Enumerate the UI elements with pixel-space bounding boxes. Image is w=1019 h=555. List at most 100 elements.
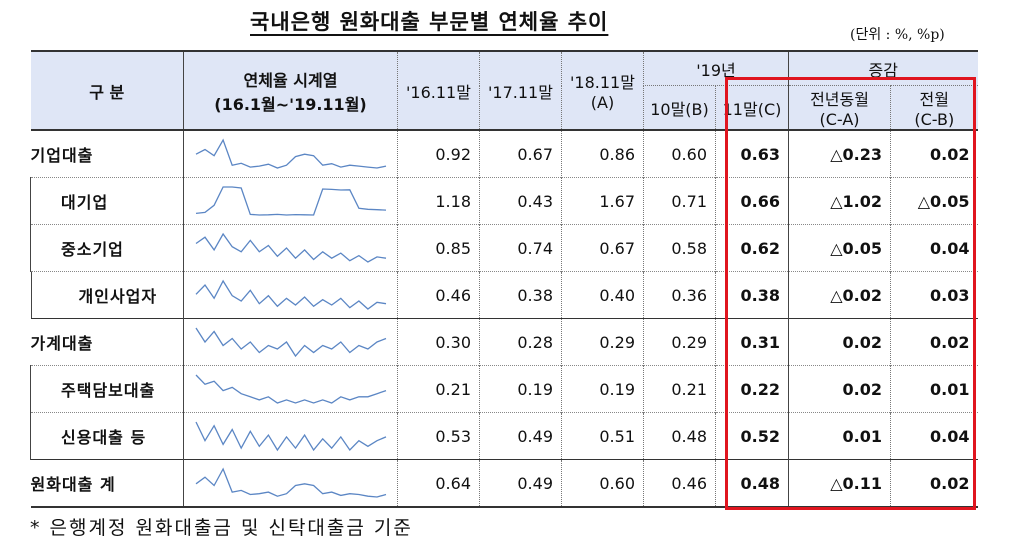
row-label: 신용대출 등 (30, 412, 184, 460)
value-oct19: 0.60 (643, 129, 716, 178)
sparkline-line (195, 232, 386, 263)
value-nov18: 0.60 (561, 459, 644, 508)
sparkline-cell (183, 224, 398, 272)
header-change: 증감 (788, 50, 978, 86)
value-oct19: 0.48 (643, 412, 716, 460)
value-nov17: 0.74 (479, 224, 562, 272)
value-oct19: 0.36 (643, 271, 716, 319)
value-yoy: △0.05 (788, 224, 891, 272)
sparkline-chart (195, 186, 386, 216)
value-nov19: 0.31 (714, 318, 789, 366)
header-nov18: '18.11말 (A) (561, 50, 644, 130)
value-nov16: 0.30 (397, 318, 480, 366)
sparkline-chart (194, 327, 386, 358)
value-nov18: 0.29 (561, 318, 644, 366)
header-nov16: '16.11말 (397, 50, 480, 130)
row-label: 주택담보대출 (30, 365, 184, 413)
value-nov17: 0.43 (479, 177, 562, 225)
value-nov16: 0.64 (397, 459, 480, 508)
sparkline-line (194, 421, 386, 452)
sparkline-cell (183, 365, 398, 413)
value-nov16: 0.46 (397, 271, 480, 319)
sparkline-cell (183, 129, 398, 178)
header-mom: 전월 (C-B) (890, 85, 978, 130)
header-series: 연체율 시계열 (16.1월~'19.11월) (183, 50, 398, 130)
row-label: 원화대출 계 (30, 459, 184, 508)
sparkline-line (195, 374, 386, 404)
header-category: 구 분 (30, 50, 184, 130)
table-row: 대기업 1.18 0.43 1.67 0.71 0.66 △1.02 △0.05 (30, 177, 978, 225)
header-nov19: 11말(C) (714, 85, 789, 130)
value-oct19: 0.21 (643, 365, 716, 413)
value-nov18: 0.51 (561, 412, 644, 460)
delinquency-table: 구 분 연체율 시계열 (16.1월~'19.11월) '16.11말 '17.… (30, 50, 978, 508)
value-nov19: 0.22 (714, 365, 789, 413)
value-nov19: 0.66 (714, 177, 789, 225)
sparkline-cell (183, 412, 398, 460)
value-oct19: 0.58 (643, 224, 716, 272)
value-nov17: 0.49 (479, 459, 562, 508)
sparkline-cell (183, 177, 398, 225)
row-label: 개인사업자 (30, 271, 184, 319)
sparkline-chart (195, 232, 386, 263)
value-nov18: 0.67 (561, 224, 644, 272)
value-oct19: 0.46 (643, 459, 716, 508)
table-row: 신용대출 등 0.53 0.49 0.51 0.48 0.52 0.01 0.04 (30, 412, 978, 460)
value-nov19: 0.63 (714, 129, 789, 178)
value-nov19: 0.62 (714, 224, 789, 272)
value-oct19: 0.71 (643, 177, 716, 225)
sparkline-chart (195, 374, 386, 404)
value-nov16: 1.18 (397, 177, 480, 225)
value-mom: 0.02 (890, 318, 978, 366)
value-nov18: 0.86 (561, 129, 644, 178)
row-label: 대기업 (30, 177, 184, 225)
sparkline-line (195, 186, 386, 216)
sparkline-line (195, 279, 386, 310)
value-nov18: 1.67 (561, 177, 644, 225)
value-nov16: 0.21 (397, 365, 480, 413)
sparkline-cell (183, 271, 398, 319)
sparkline-line (195, 467, 386, 498)
table-title: 국내은행 원화대출 부문별 연체율 추이 (250, 10, 609, 34)
value-nov18: 0.40 (561, 271, 644, 319)
value-nov16: 0.53 (397, 412, 480, 460)
row-label: 기업대출 (30, 129, 184, 178)
header-nov17: '17.11말 (479, 50, 562, 130)
value-nov19: 0.48 (714, 459, 789, 508)
value-mom: △0.05 (890, 177, 978, 225)
value-nov17: 0.19 (479, 365, 562, 413)
sparkline-chart (194, 421, 386, 452)
value-mom: 0.01 (890, 365, 978, 413)
value-nov16: 0.85 (397, 224, 480, 272)
value-nov17: 0.28 (479, 318, 562, 366)
row-label: 가계대출 (30, 318, 184, 366)
sparkline-cell (183, 318, 398, 366)
header-2019: '19년 (642, 50, 789, 86)
row-label: 중소기업 (30, 224, 184, 272)
sparkline-chart (195, 138, 386, 169)
table-row: 원화대출 계 0.64 0.49 0.60 0.46 0.48 △0.11 0.02 (30, 459, 978, 508)
table-row: 개인사업자 0.46 0.38 0.40 0.36 0.38 △0.02 0.03 (30, 271, 978, 319)
value-yoy: △0.23 (788, 129, 891, 178)
value-yoy: △1.02 (788, 177, 891, 225)
table-row: 가계대출 0.30 0.28 0.29 0.29 0.31 0.02 0.02 (30, 318, 978, 366)
sparkline-chart (195, 467, 386, 498)
table-row: 중소기업 0.85 0.74 0.67 0.58 0.62 △0.05 0.04 (30, 224, 978, 272)
value-nov17: 0.38 (479, 271, 562, 319)
sparkline-line (194, 327, 386, 358)
value-nov17: 0.67 (479, 129, 562, 178)
value-mom: 0.03 (890, 271, 978, 319)
value-yoy: 0.01 (788, 412, 891, 460)
value-mom: 0.02 (890, 459, 978, 508)
value-mom: 0.04 (890, 412, 978, 460)
value-yoy: △0.02 (788, 271, 891, 319)
sparkline-chart (195, 279, 386, 310)
value-yoy: △0.11 (788, 459, 891, 508)
value-yoy: 0.02 (788, 365, 891, 413)
value-nov17: 0.49 (479, 412, 562, 460)
value-nov19: 0.52 (714, 412, 789, 460)
table-row: 주택담보대출 0.21 0.19 0.19 0.21 0.22 0.02 0.01 (30, 365, 978, 413)
value-nov19: 0.38 (714, 271, 789, 319)
value-yoy: 0.02 (788, 318, 891, 366)
value-mom: 0.02 (890, 129, 978, 178)
